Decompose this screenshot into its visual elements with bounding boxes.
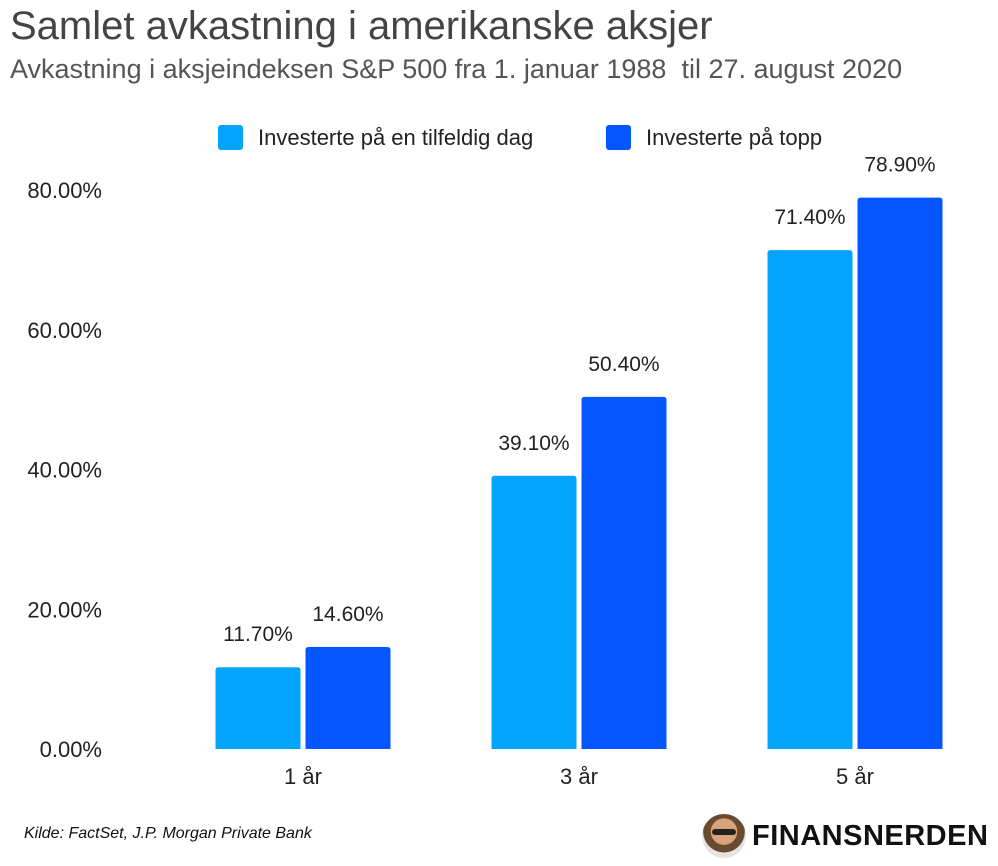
legend-swatch xyxy=(218,125,243,150)
brand-logo: FINANSNERDEN xyxy=(702,812,988,860)
chart-title: Samlet avkastning i amerikanske aksjer xyxy=(10,4,713,48)
bar-top-1 xyxy=(305,646,391,749)
data-label: 71.40% xyxy=(774,206,845,229)
data-label: 50.40% xyxy=(588,353,659,376)
x-tick-label: 1 år xyxy=(284,764,322,789)
y-tick-label: 20.00% xyxy=(27,597,102,622)
source-note: Kilde: FactSet, J.P. Morgan Private Bank xyxy=(24,825,312,842)
brand-name: FINANSNERDEN xyxy=(752,819,989,852)
y-tick-label: 60.00% xyxy=(27,318,102,343)
data-label: 39.10% xyxy=(498,432,569,455)
bar-random-day-3 xyxy=(767,250,853,749)
bar-random-day-1 xyxy=(215,667,301,749)
y-tick-label: 0.00% xyxy=(40,737,102,762)
chart-subtitle: Avkastning i aksjeindeksen S&P 500 fra 1… xyxy=(10,54,903,84)
y-tick-label: 40.00% xyxy=(27,458,102,483)
legend-swatch xyxy=(606,125,631,150)
data-label: 11.70% xyxy=(223,623,293,646)
data-label: 14.60% xyxy=(312,603,383,626)
legend-label: Investerte på topp xyxy=(646,125,822,150)
legend-label: Investerte på en tilfeldig dag xyxy=(258,125,533,150)
x-tick-label: 3 år xyxy=(560,764,598,789)
y-tick-label: 80.00% xyxy=(27,178,102,203)
data-label: 78.90% xyxy=(864,154,935,177)
bar-random-day-2 xyxy=(491,475,577,749)
bar-top-2 xyxy=(581,396,667,749)
avatar-icon xyxy=(702,814,746,858)
x-tick-label: 5 år xyxy=(836,764,874,789)
bar-top-3 xyxy=(857,197,943,749)
